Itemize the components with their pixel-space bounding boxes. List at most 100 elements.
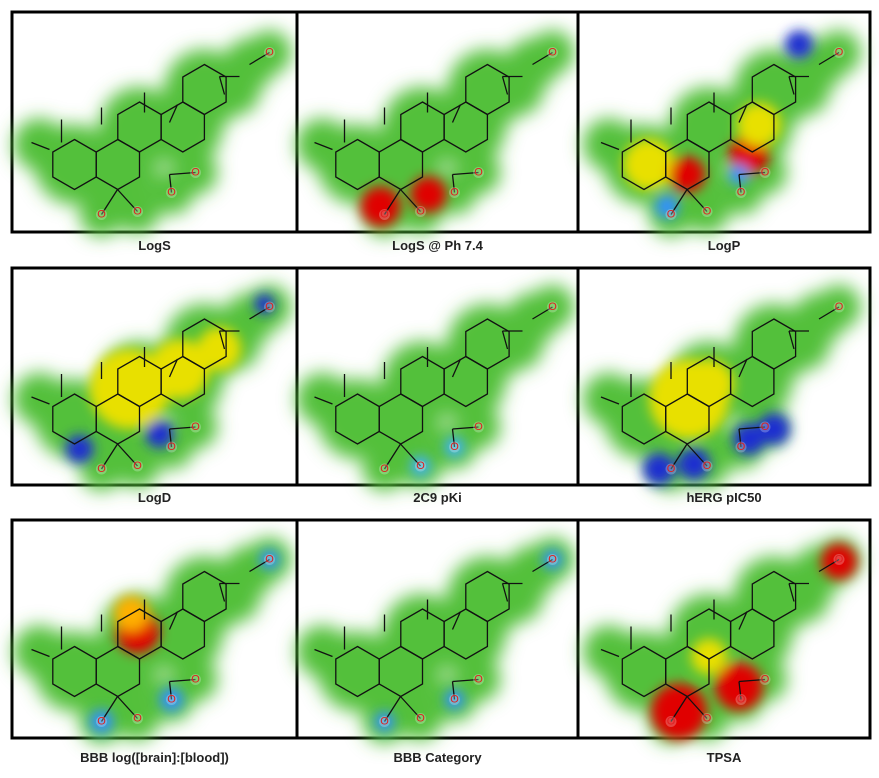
panel-label: LogP bbox=[708, 238, 741, 253]
atom-label: O bbox=[265, 301, 274, 313]
bond bbox=[501, 583, 509, 602]
bond bbox=[314, 396, 333, 405]
molecule: O O O O O bbox=[583, 537, 861, 744]
bond bbox=[169, 171, 196, 176]
hotspot bbox=[737, 102, 781, 147]
bond bbox=[169, 678, 196, 683]
bond bbox=[670, 696, 688, 722]
atom-label: O bbox=[133, 460, 142, 472]
atom-label: O bbox=[450, 441, 459, 453]
atom-label: O bbox=[167, 441, 176, 453]
bond bbox=[738, 358, 748, 378]
bond bbox=[451, 681, 456, 700]
bond bbox=[117, 189, 138, 212]
atom-bg bbox=[449, 694, 460, 705]
hotspot bbox=[684, 359, 734, 409]
molecule: O O O O O bbox=[13, 30, 292, 237]
atom-bg bbox=[547, 554, 558, 565]
heat-blob bbox=[296, 625, 349, 678]
atom-label: O bbox=[703, 712, 712, 724]
atom-bg bbox=[96, 716, 107, 727]
bond bbox=[738, 104, 748, 123]
atom-bg bbox=[665, 209, 677, 220]
atom-label: O bbox=[737, 441, 746, 453]
hotspot bbox=[254, 294, 275, 314]
bond bbox=[168, 681, 173, 700]
bond bbox=[117, 443, 138, 467]
bond bbox=[501, 330, 509, 350]
hotspot bbox=[651, 683, 707, 740]
bond bbox=[532, 558, 553, 573]
atom-label: O bbox=[133, 712, 142, 724]
panel: O O O O O bbox=[576, 266, 872, 491]
hotspot bbox=[691, 638, 727, 675]
bond bbox=[117, 696, 138, 719]
atom-bg bbox=[473, 167, 484, 178]
panel-label: BBB log([brain]:[blood]) bbox=[80, 750, 229, 765]
bond bbox=[383, 189, 402, 215]
atom-bg bbox=[132, 713, 143, 724]
hotspot bbox=[145, 420, 174, 448]
bond bbox=[400, 189, 421, 212]
atom-label: O bbox=[416, 205, 425, 217]
atom-label: O bbox=[761, 421, 770, 433]
bond bbox=[818, 51, 840, 66]
molecule: O O O O O bbox=[296, 285, 575, 491]
heatmap bbox=[13, 537, 292, 744]
hotspot bbox=[785, 30, 813, 59]
bond bbox=[400, 443, 421, 467]
atom-label: O bbox=[474, 673, 483, 685]
atom-label: O bbox=[97, 208, 106, 220]
atom-bg bbox=[665, 463, 677, 475]
atom-label: O bbox=[97, 463, 106, 475]
hotspot bbox=[821, 543, 857, 580]
atom-label: O bbox=[474, 166, 483, 178]
panel-label: hERG pIC50 bbox=[686, 490, 761, 505]
atom-bg bbox=[473, 421, 484, 433]
bond bbox=[738, 611, 748, 630]
atom-label: O bbox=[737, 186, 746, 198]
atom-bg bbox=[833, 47, 845, 58]
bond bbox=[218, 330, 226, 350]
bond bbox=[383, 696, 402, 722]
bond bbox=[670, 443, 688, 470]
heat-blob bbox=[13, 373, 66, 425]
atom-bg bbox=[833, 554, 845, 565]
hotspot bbox=[678, 448, 710, 480]
bond bbox=[100, 443, 119, 470]
atom-bg bbox=[735, 441, 747, 453]
bond bbox=[31, 396, 50, 405]
panel: O O O O O bbox=[576, 518, 872, 744]
bond bbox=[314, 648, 333, 658]
bond bbox=[818, 306, 840, 320]
bond bbox=[31, 648, 50, 658]
atom-bg bbox=[735, 187, 747, 198]
bond bbox=[686, 443, 708, 467]
hotspots bbox=[65, 294, 275, 463]
atom-label: O bbox=[416, 712, 425, 724]
atom-label: O bbox=[835, 301, 844, 313]
atom-bg bbox=[264, 47, 275, 58]
atom-label: O bbox=[380, 208, 389, 220]
atom-label: O bbox=[97, 715, 106, 727]
bond bbox=[451, 358, 462, 378]
bond bbox=[532, 51, 553, 66]
heat-blob bbox=[583, 625, 635, 678]
bond bbox=[314, 141, 333, 151]
atom-bg bbox=[449, 187, 460, 198]
molecule: O O O O O bbox=[296, 537, 575, 744]
atom-label: O bbox=[835, 553, 844, 565]
panel: O O O O O bbox=[10, 10, 299, 237]
atom-bg bbox=[379, 716, 390, 727]
bond bbox=[218, 76, 226, 95]
bond bbox=[738, 681, 742, 700]
bond bbox=[501, 76, 509, 95]
atom-bg bbox=[264, 554, 275, 565]
heat-blob bbox=[13, 118, 66, 171]
atom-bg bbox=[415, 460, 426, 472]
hotspot bbox=[623, 138, 675, 191]
bond bbox=[600, 648, 620, 658]
atom-label: O bbox=[667, 715, 676, 727]
atom-label: O bbox=[667, 208, 676, 220]
